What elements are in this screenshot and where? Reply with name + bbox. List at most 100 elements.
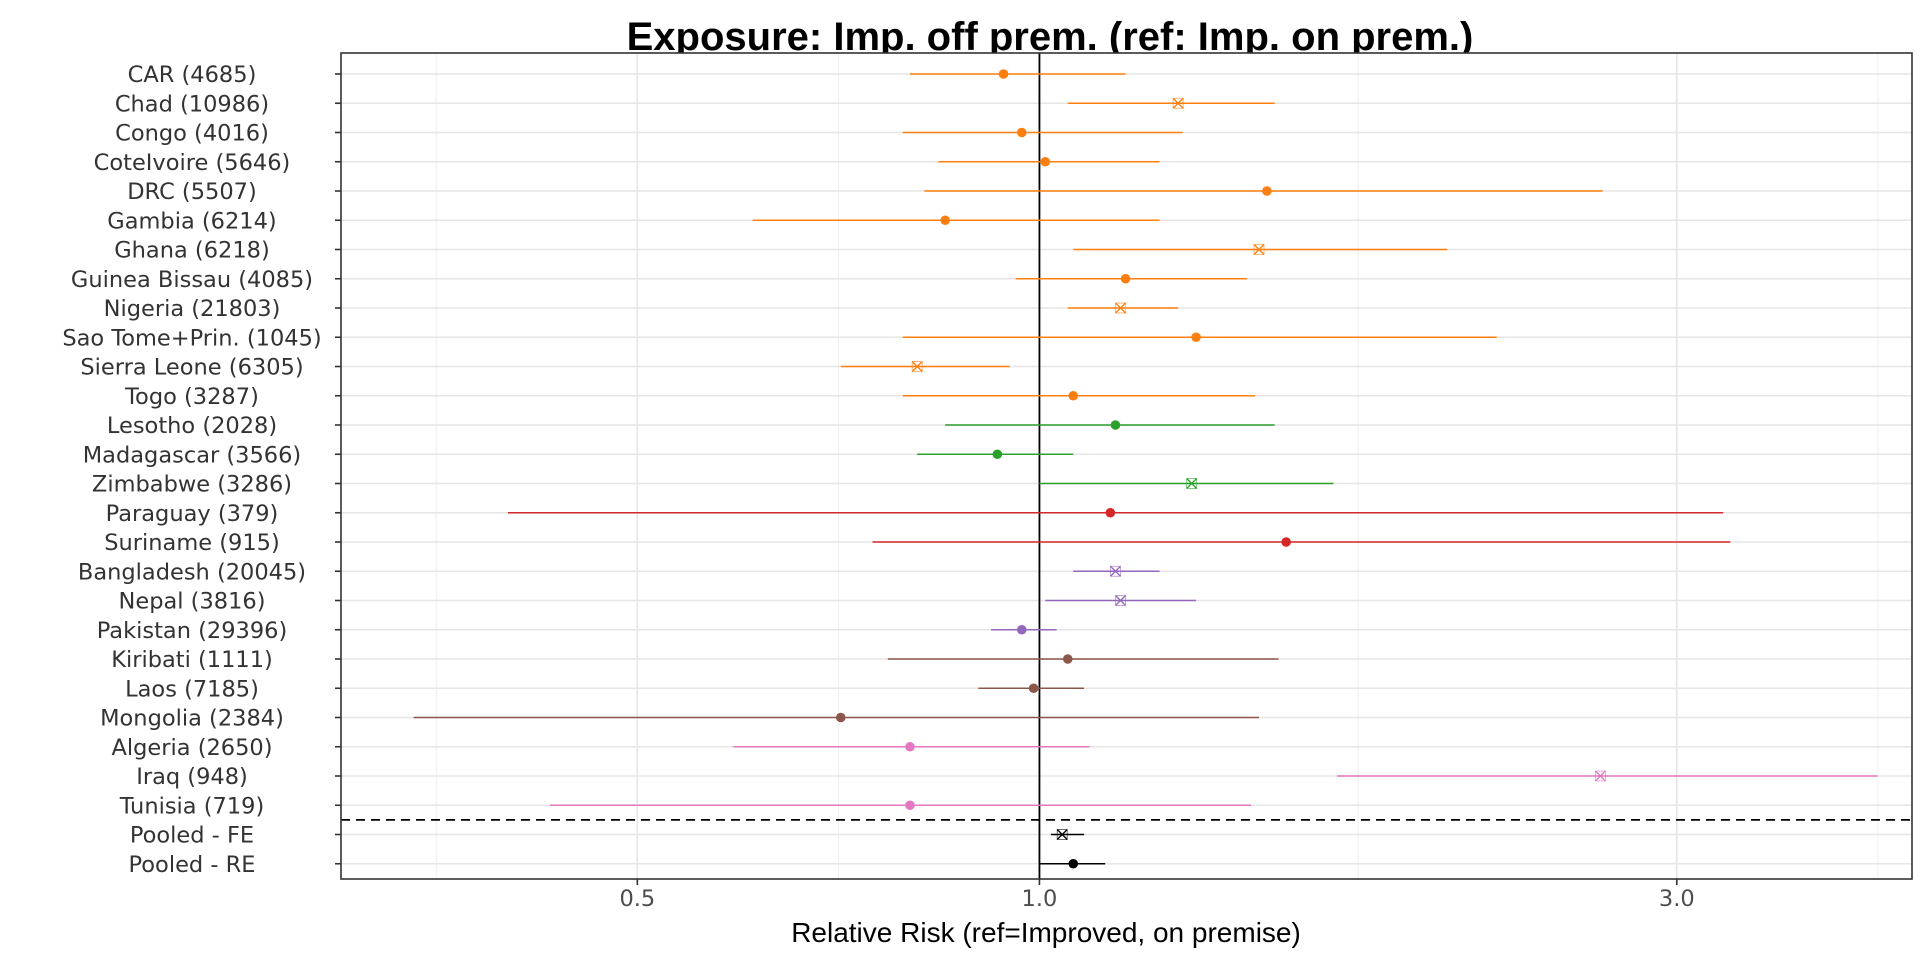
point-estimate-x bbox=[1056, 829, 1068, 840]
point-estimate-dot bbox=[1040, 156, 1051, 167]
x-marker bbox=[1253, 244, 1265, 255]
point-estimate-dot bbox=[1281, 537, 1291, 547]
row-0 bbox=[910, 69, 1126, 79]
point-estimate-dot bbox=[1016, 127, 1027, 138]
x-tick-label: 1.0 bbox=[1022, 886, 1058, 912]
row-10 bbox=[840, 361, 1010, 372]
x-marker-box bbox=[1110, 565, 1121, 577]
x-marker bbox=[911, 361, 923, 372]
x-marker bbox=[1594, 770, 1606, 782]
row-9 bbox=[902, 332, 1497, 343]
row-label: Nepal (3816) bbox=[119, 589, 266, 615]
row-16 bbox=[872, 537, 1731, 547]
row-label: Chad (10986) bbox=[115, 91, 269, 117]
row-13 bbox=[917, 449, 1074, 460]
point-estimate-dot bbox=[998, 69, 1009, 79]
row-21 bbox=[978, 683, 1085, 694]
row-23 bbox=[733, 741, 1090, 752]
row-4 bbox=[924, 186, 1603, 196]
row-27 bbox=[1039, 858, 1106, 869]
row-label: Tunisia (719) bbox=[119, 793, 265, 819]
x-marker bbox=[1056, 829, 1068, 840]
row-3 bbox=[938, 156, 1160, 167]
x-marker bbox=[1115, 595, 1126, 606]
row-label: Congo (4016) bbox=[115, 121, 269, 147]
row-label: Suriname (915) bbox=[104, 530, 280, 556]
x-axis-title: Relative Risk (ref=Improved, on premise) bbox=[791, 917, 1301, 948]
point-estimate-dot bbox=[1191, 332, 1201, 343]
row-2 bbox=[902, 127, 1183, 138]
row-label: Madagascar (3566) bbox=[83, 442, 301, 468]
row-label: Iraq (948) bbox=[136, 764, 248, 790]
plot-border bbox=[340, 52, 1913, 880]
x-tick-label: 0.5 bbox=[619, 886, 655, 912]
point-estimate-dot bbox=[1068, 390, 1079, 401]
x-marker bbox=[1115, 302, 1126, 314]
row-label: Mongolia (2384) bbox=[100, 706, 284, 732]
row-12 bbox=[945, 420, 1275, 430]
row-18 bbox=[1045, 595, 1197, 606]
x-marker-box bbox=[1595, 770, 1606, 782]
row-label: Algeria (2650) bbox=[111, 735, 272, 761]
x-marker-box bbox=[1115, 302, 1126, 314]
point-estimate-x bbox=[1594, 770, 1606, 782]
row-8 bbox=[1067, 302, 1179, 314]
x-marker-box bbox=[1186, 478, 1198, 489]
row-label: CoteIvoire (5646) bbox=[94, 150, 291, 176]
row-14 bbox=[1039, 478, 1334, 489]
row-label: Nigeria (21803) bbox=[104, 296, 281, 322]
row-label: Gambia (6214) bbox=[107, 208, 276, 234]
x-marker-box bbox=[1056, 829, 1068, 840]
row-label: Bangladesh (20045) bbox=[78, 559, 306, 585]
point-estimate-dot bbox=[940, 215, 950, 226]
row-label: CAR (4685) bbox=[128, 62, 257, 88]
row-label: Togo (3287) bbox=[124, 384, 259, 410]
row-label: Sao Tome+Prin. (1045) bbox=[62, 325, 321, 351]
row-17 bbox=[1073, 565, 1160, 577]
row-20 bbox=[887, 654, 1279, 664]
point-estimate-x bbox=[1253, 244, 1265, 255]
point-estimate-x bbox=[911, 361, 923, 372]
point-estimate-dot bbox=[835, 712, 846, 723]
point-estimate-dot bbox=[992, 449, 1003, 460]
chart-title: Exposure: Imp. off prem. (ref: Imp. on p… bbox=[627, 15, 1474, 59]
row-26 bbox=[1050, 829, 1085, 840]
x-tick-label: 3.0 bbox=[1659, 886, 1695, 912]
row-label: Laos (7185) bbox=[125, 676, 259, 702]
point-estimate-x bbox=[1186, 478, 1198, 489]
x-marker bbox=[1186, 478, 1198, 489]
x-marker-box bbox=[1253, 244, 1265, 255]
point-estimate-dot bbox=[1120, 273, 1131, 284]
point-estimate-dot bbox=[1105, 507, 1116, 518]
row-label: Pakistan (29396) bbox=[97, 618, 288, 644]
row-label: Lesotho (2028) bbox=[107, 413, 277, 439]
point-estimate-dot bbox=[1062, 654, 1073, 664]
point-estimate-dot bbox=[905, 800, 915, 811]
point-estimate-dot bbox=[1028, 683, 1039, 694]
point-estimate-dot bbox=[905, 741, 915, 752]
row-label: Paraguay (379) bbox=[106, 501, 279, 527]
point-estimate-x bbox=[1115, 595, 1126, 606]
row-label: DRC (5507) bbox=[127, 179, 257, 205]
point-estimate-dot bbox=[1262, 186, 1272, 196]
row-25 bbox=[549, 800, 1251, 811]
plot-panel: CAR (4685) Chad (10986) Congo (4016) CoteIv… bbox=[62, 52, 1913, 912]
x-marker-box bbox=[1172, 97, 1184, 109]
row-label: Sierra Leone (6305) bbox=[80, 355, 303, 381]
point-estimate-dot bbox=[1068, 858, 1079, 869]
x-marker bbox=[1110, 565, 1121, 577]
x-marker-box bbox=[1115, 595, 1126, 606]
row-6 bbox=[1073, 244, 1448, 255]
point-estimate-x bbox=[1172, 97, 1184, 109]
point-estimate-dot bbox=[1110, 420, 1121, 430]
row-24 bbox=[1336, 770, 1878, 782]
row-label: Ghana (6218) bbox=[114, 238, 270, 264]
point-estimate-x bbox=[1110, 565, 1121, 577]
x-marker bbox=[1172, 97, 1184, 109]
row-label: Zimbabwe (3286) bbox=[92, 472, 292, 498]
row-label: Kiribati (1111) bbox=[111, 647, 273, 673]
row-label: Guinea Bissau (4085) bbox=[71, 267, 313, 293]
row-label: Pooled - RE bbox=[129, 852, 256, 878]
row-label: Pooled - FE bbox=[130, 823, 254, 849]
